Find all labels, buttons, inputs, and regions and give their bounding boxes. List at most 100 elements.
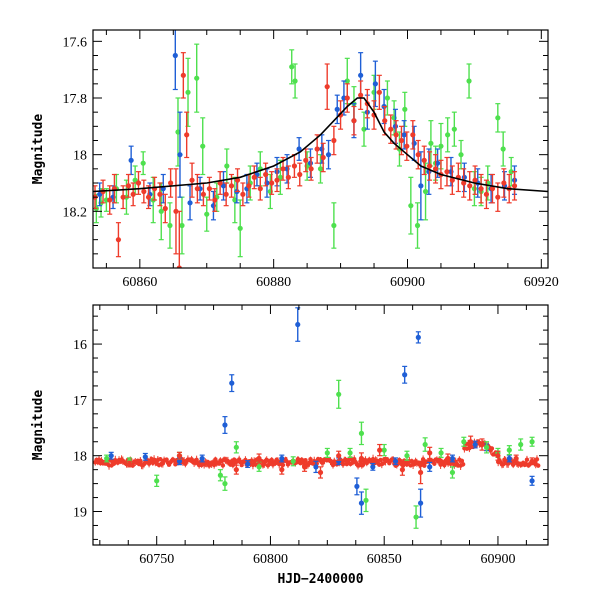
data-point-red (141, 188, 147, 195)
data-point-red (308, 166, 314, 172)
data-point-red (228, 183, 235, 189)
data-point-green (508, 169, 514, 175)
band-point (253, 462, 258, 467)
x-tick-label: 60860 (122, 275, 157, 290)
data-point-red (445, 455, 451, 462)
data-point-green (224, 163, 230, 169)
data-point-red (418, 469, 424, 476)
plot-area (93, 30, 548, 268)
data-point-red (168, 180, 174, 186)
data-point-red (467, 183, 473, 189)
data-point-blue (472, 441, 478, 448)
plot-frame (92, 304, 549, 546)
data-point-blue (199, 455, 205, 462)
x-tick-label: 60880 (256, 275, 291, 290)
data-point-green (428, 140, 434, 146)
data-point-red (324, 84, 330, 90)
data-point-red (472, 177, 478, 183)
y-tick-label: 18.2 (63, 205, 88, 220)
data-point-red (461, 180, 467, 186)
data-point-blue (358, 500, 365, 506)
data-point-red (483, 191, 490, 197)
data-point-red (212, 197, 218, 203)
data-point-blue (434, 160, 441, 166)
data-point-green (324, 450, 330, 456)
top-panel-zoomed-light-curve: 60860 60880 60900 60920 17.6 17.8 18 18.2 Magnit… (31, 29, 559, 290)
data-point-green (500, 146, 506, 152)
data-point-red (280, 166, 286, 172)
band-point (460, 462, 466, 467)
data-point-green (204, 211, 210, 217)
data-point-red (479, 441, 485, 448)
data-point-green (466, 78, 472, 84)
data-point-green (408, 203, 414, 209)
data-point-red (157, 191, 163, 197)
y-tick-label: 17 (73, 394, 87, 409)
data-point-green (222, 481, 228, 487)
x-axis-label: HJD−2400000 (277, 572, 363, 587)
band-point (534, 457, 540, 462)
y-tick-label: 17.6 (63, 35, 88, 50)
data-point-red (489, 186, 496, 192)
data-point-green (358, 430, 365, 436)
data-point-green (194, 75, 200, 81)
data-point-red (176, 453, 183, 459)
data-point-red (303, 157, 309, 163)
bottom-panel-full-light-curve: 60750 60800 60850 60900 16 17 18 19 Magnitude HJD… (31, 304, 549, 587)
band-point (489, 446, 495, 451)
band-point (442, 462, 447, 468)
band-point (220, 463, 226, 468)
data-point-red (194, 186, 200, 192)
data-point-blue (177, 152, 183, 158)
x-tick-label: 60850 (367, 552, 402, 567)
data-point-red (115, 237, 122, 243)
y-tick-label: 18 (73, 450, 87, 465)
data-point-blue (176, 458, 183, 464)
data-point-red (398, 137, 405, 144)
data-point-red (444, 169, 450, 175)
x-tick-label: 60900 (390, 275, 425, 290)
data-point-red (426, 163, 433, 169)
data-point-green (154, 478, 160, 484)
model-curve (93, 97, 548, 193)
series-green (93, 43, 514, 258)
data-point-green (413, 514, 419, 520)
data-point-red (297, 171, 303, 178)
data-point-red (478, 186, 484, 192)
data-point-red (233, 467, 239, 473)
data-point-green (336, 391, 342, 397)
data-point-green (217, 472, 223, 478)
data-point-green (422, 188, 429, 195)
data-point-blue (313, 464, 319, 470)
data-point-green (175, 129, 181, 135)
data-point-red (468, 439, 474, 445)
data-point-blue (418, 183, 424, 189)
data-point-green (363, 497, 369, 503)
data-point-red (162, 205, 168, 212)
data-point-red (176, 265, 182, 268)
data-point-red (501, 180, 507, 186)
data-point-green (422, 441, 428, 448)
data-point-red (135, 180, 142, 186)
data-point-red (130, 191, 136, 197)
data-point-blue (128, 157, 134, 163)
data-point-blue (370, 464, 376, 470)
y-axis-label: Magnitude (31, 114, 46, 185)
y-tick-label: 16 (73, 338, 87, 353)
data-point-red (251, 174, 257, 180)
data-point-blue (529, 478, 535, 484)
data-point-green (158, 208, 164, 214)
y-tick-label: 18 (73, 149, 87, 164)
data-point-red (421, 157, 427, 163)
data-point-red (449, 177, 455, 183)
data-point-green (344, 78, 350, 84)
data-point-red (358, 92, 364, 98)
data-point-red (404, 143, 410, 149)
data-point-green (140, 160, 146, 166)
data-point-red (513, 455, 519, 462)
data-point-blue (506, 455, 512, 462)
data-point-blue (392, 458, 399, 464)
data-point-green (402, 106, 408, 112)
data-point-green (256, 464, 262, 470)
